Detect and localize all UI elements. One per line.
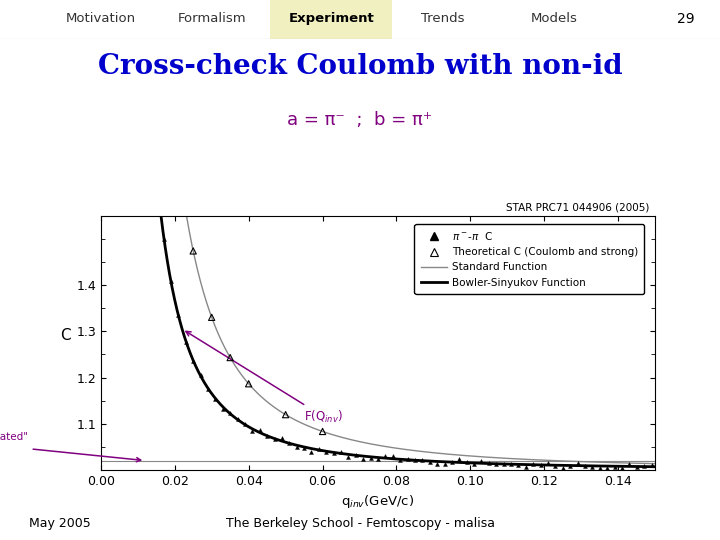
Point [261,431,273,440]
Point [357,455,369,463]
Bar [270,0,392,39]
Point [572,459,583,468]
Point [166,276,177,285]
Text: "contaminated"
F(Q$_{inv}$): "contaminated" F(Q$_{inv}$) [0,431,140,462]
Text: F(Q$_{inv}$): F(Q$_{inv}$) [186,332,343,425]
Point [232,415,243,424]
Y-axis label: C: C [60,328,71,343]
Text: Formalism: Formalism [178,12,247,25]
Point [158,234,169,243]
Point [350,450,361,459]
Text: May 2005: May 2005 [29,517,91,530]
Point [173,310,184,319]
Point [616,464,628,472]
Point [564,461,576,470]
Point [520,462,531,471]
Point [114,188,125,197]
Point [187,247,199,255]
Point [121,188,132,197]
Text: Experiment: Experiment [288,12,374,25]
Point [438,460,450,469]
Point [587,463,598,471]
Point [476,456,487,465]
Point [246,427,258,435]
Text: Cross-check Coulomb with non-id: Cross-check Coulomb with non-id [98,53,622,80]
Point [372,455,384,463]
Point [313,444,325,453]
Point [291,443,302,451]
Point [225,409,236,417]
Point [206,313,217,322]
Point [225,353,236,362]
Point [187,356,199,365]
Point [254,426,266,435]
Point [468,460,480,468]
Point [646,461,657,469]
Legend: $\pi^-$-$\pi$  C, Theoretical C (Coulomb and strong), Standard Function, Bowler-: $\pi^-$-$\pi$ C, Theoretical C (Coulomb … [415,224,644,294]
Point [298,443,310,452]
Point [317,427,328,436]
Point [505,460,517,469]
Text: STAR PRC71 044906 (2005): STAR PRC71 044906 (2005) [506,202,649,212]
Point [431,460,443,468]
Point [217,404,228,413]
Text: Models: Models [531,12,578,25]
Point [624,460,635,469]
Point [106,188,117,197]
Point [243,380,254,388]
Point [513,461,524,469]
Point [195,371,207,380]
Point [601,463,613,472]
Point [150,188,162,197]
Point [446,457,458,466]
Point [490,460,502,468]
Point [417,456,428,464]
Point [284,439,295,448]
Point [336,448,347,456]
Text: Motivation: Motivation [66,12,136,25]
Text: a = π⁻  ;  b = π⁺: a = π⁻ ; b = π⁺ [287,111,433,129]
Text: 29: 29 [678,12,695,26]
Point [454,455,465,464]
Point [280,410,292,419]
X-axis label: q$_{inv}$(GeV/c): q$_{inv}$(GeV/c) [341,493,415,510]
Point [239,420,251,429]
Point [135,188,147,197]
Point [594,463,606,472]
Point [343,453,354,461]
Point [549,461,561,470]
Point [542,459,554,468]
Point [180,338,192,346]
Point [276,434,288,443]
Point [609,462,621,471]
Point [387,452,399,461]
Point [483,459,495,468]
Point [528,460,539,468]
Point [402,454,413,463]
Text: The Berkeley School - Femtoscopy - malisa: The Berkeley School - Femtoscopy - malis… [225,517,495,530]
Point [557,464,569,472]
Point [320,448,332,456]
Point [306,448,318,456]
Point [379,452,391,461]
Point [365,454,377,462]
Text: Trends: Trends [421,12,464,25]
Point [395,455,406,464]
Point [169,125,181,134]
Point [128,188,140,197]
Point [535,461,546,469]
Point [328,449,339,458]
Point [498,460,510,468]
Point [143,188,155,197]
Point [461,458,472,467]
Point [424,458,436,467]
Point [639,462,650,471]
Point [202,384,214,393]
Point [210,394,221,403]
Point [269,435,280,443]
Point [579,462,590,471]
Point [631,463,642,471]
Point [409,456,420,465]
